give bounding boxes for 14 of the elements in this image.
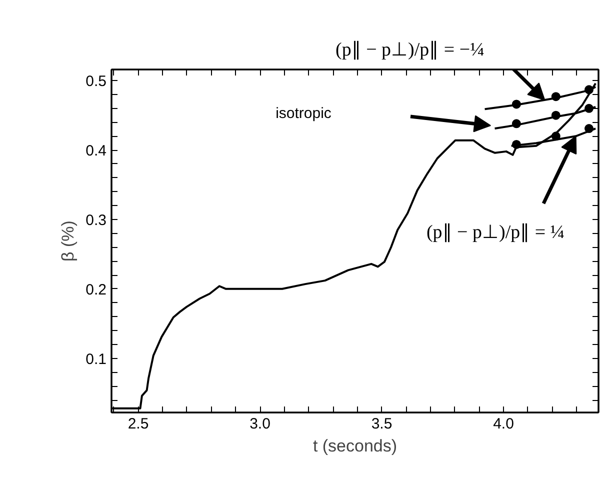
x-tick-label: 2.5	[128, 416, 149, 432]
annotation: (p∥ − p⊥)/p∥ = ¼	[426, 222, 565, 243]
x-tick-label: 3.0	[250, 416, 270, 432]
y-tick-label: 0.5	[86, 73, 107, 90]
x-axis-title: t (seconds)	[312, 436, 398, 456]
y-tick-label: 0.2	[86, 281, 107, 298]
x-tick-label: 3.5	[371, 416, 392, 432]
y-tick-label: 0.3	[86, 212, 107, 229]
x-tick-label: 4.0	[493, 416, 514, 432]
annotation: isotropic	[276, 105, 332, 122]
y-tick-label: 0.1	[86, 350, 107, 368]
annotation: (p∥ − p⊥)/p∥ = −¼	[336, 40, 484, 60]
y-axis-title: β (%)	[58, 220, 78, 262]
y-tick-label: 0.4	[86, 142, 107, 160]
